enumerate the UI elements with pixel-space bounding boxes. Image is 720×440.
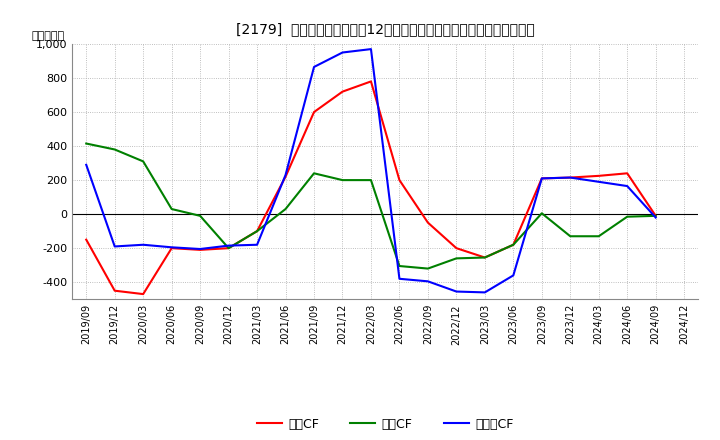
投資CF [110, 147, 119, 152]
営業CF [452, 246, 461, 251]
投資CF [595, 234, 603, 239]
営業CF [338, 89, 347, 94]
フリーCF [338, 50, 347, 55]
投資CF [566, 234, 575, 239]
投資CF [480, 255, 489, 260]
投資CF [310, 171, 318, 176]
Line: 投資CF: 投資CF [86, 143, 656, 268]
フリーCF [366, 47, 375, 52]
フリーCF [480, 290, 489, 295]
投資CF [452, 256, 461, 261]
投資CF [509, 242, 518, 247]
投資CF [253, 228, 261, 234]
投資CF [167, 206, 176, 212]
投資CF [139, 159, 148, 164]
営業CF [652, 213, 660, 219]
営業CF [167, 246, 176, 251]
営業CF [423, 220, 432, 225]
営業CF [310, 110, 318, 115]
営業CF [537, 176, 546, 181]
フリーCF [110, 244, 119, 249]
営業CF [282, 174, 290, 180]
営業CF [82, 237, 91, 242]
フリーCF [196, 246, 204, 252]
投資CF [225, 246, 233, 251]
投資CF [366, 177, 375, 183]
フリーCF [537, 176, 546, 181]
フリーCF [167, 245, 176, 250]
フリーCF [423, 279, 432, 284]
Text: （百万円）: （百万円） [31, 31, 64, 41]
営業CF [480, 255, 489, 260]
投資CF [282, 206, 290, 212]
フリーCF [595, 179, 603, 184]
投資CF [82, 141, 91, 146]
投資CF [652, 213, 660, 219]
フリーCF [509, 273, 518, 278]
Title: [2179]  キャッシュフローの12か月移動合計の対前年同期増減額の推移: [2179] キャッシュフローの12か月移動合計の対前年同期増減額の推移 [236, 22, 534, 36]
営業CF [196, 247, 204, 253]
営業CF [566, 175, 575, 180]
投資CF [196, 213, 204, 219]
Line: 営業CF: 営業CF [86, 81, 656, 294]
Line: フリーCF: フリーCF [86, 49, 656, 293]
投資CF [537, 211, 546, 216]
フリーCF [139, 242, 148, 247]
営業CF [110, 288, 119, 293]
営業CF [509, 242, 518, 247]
営業CF [623, 171, 631, 176]
Legend: 営業CF, 投資CF, フリーCF: 営業CF, 投資CF, フリーCF [252, 413, 518, 436]
フリーCF [310, 64, 318, 70]
営業CF [253, 228, 261, 234]
フリーCF [623, 183, 631, 189]
営業CF [595, 173, 603, 179]
フリーCF [225, 243, 233, 248]
投資CF [338, 177, 347, 183]
営業CF [139, 291, 148, 297]
フリーCF [566, 175, 575, 180]
フリーCF [253, 242, 261, 247]
フリーCF [452, 289, 461, 294]
営業CF [395, 177, 404, 183]
フリーCF [652, 215, 660, 220]
営業CF [225, 246, 233, 251]
投資CF [423, 266, 432, 271]
フリーCF [395, 276, 404, 282]
フリーCF [82, 162, 91, 168]
投資CF [623, 214, 631, 219]
フリーCF [282, 172, 290, 178]
営業CF [366, 79, 375, 84]
投資CF [395, 264, 404, 269]
